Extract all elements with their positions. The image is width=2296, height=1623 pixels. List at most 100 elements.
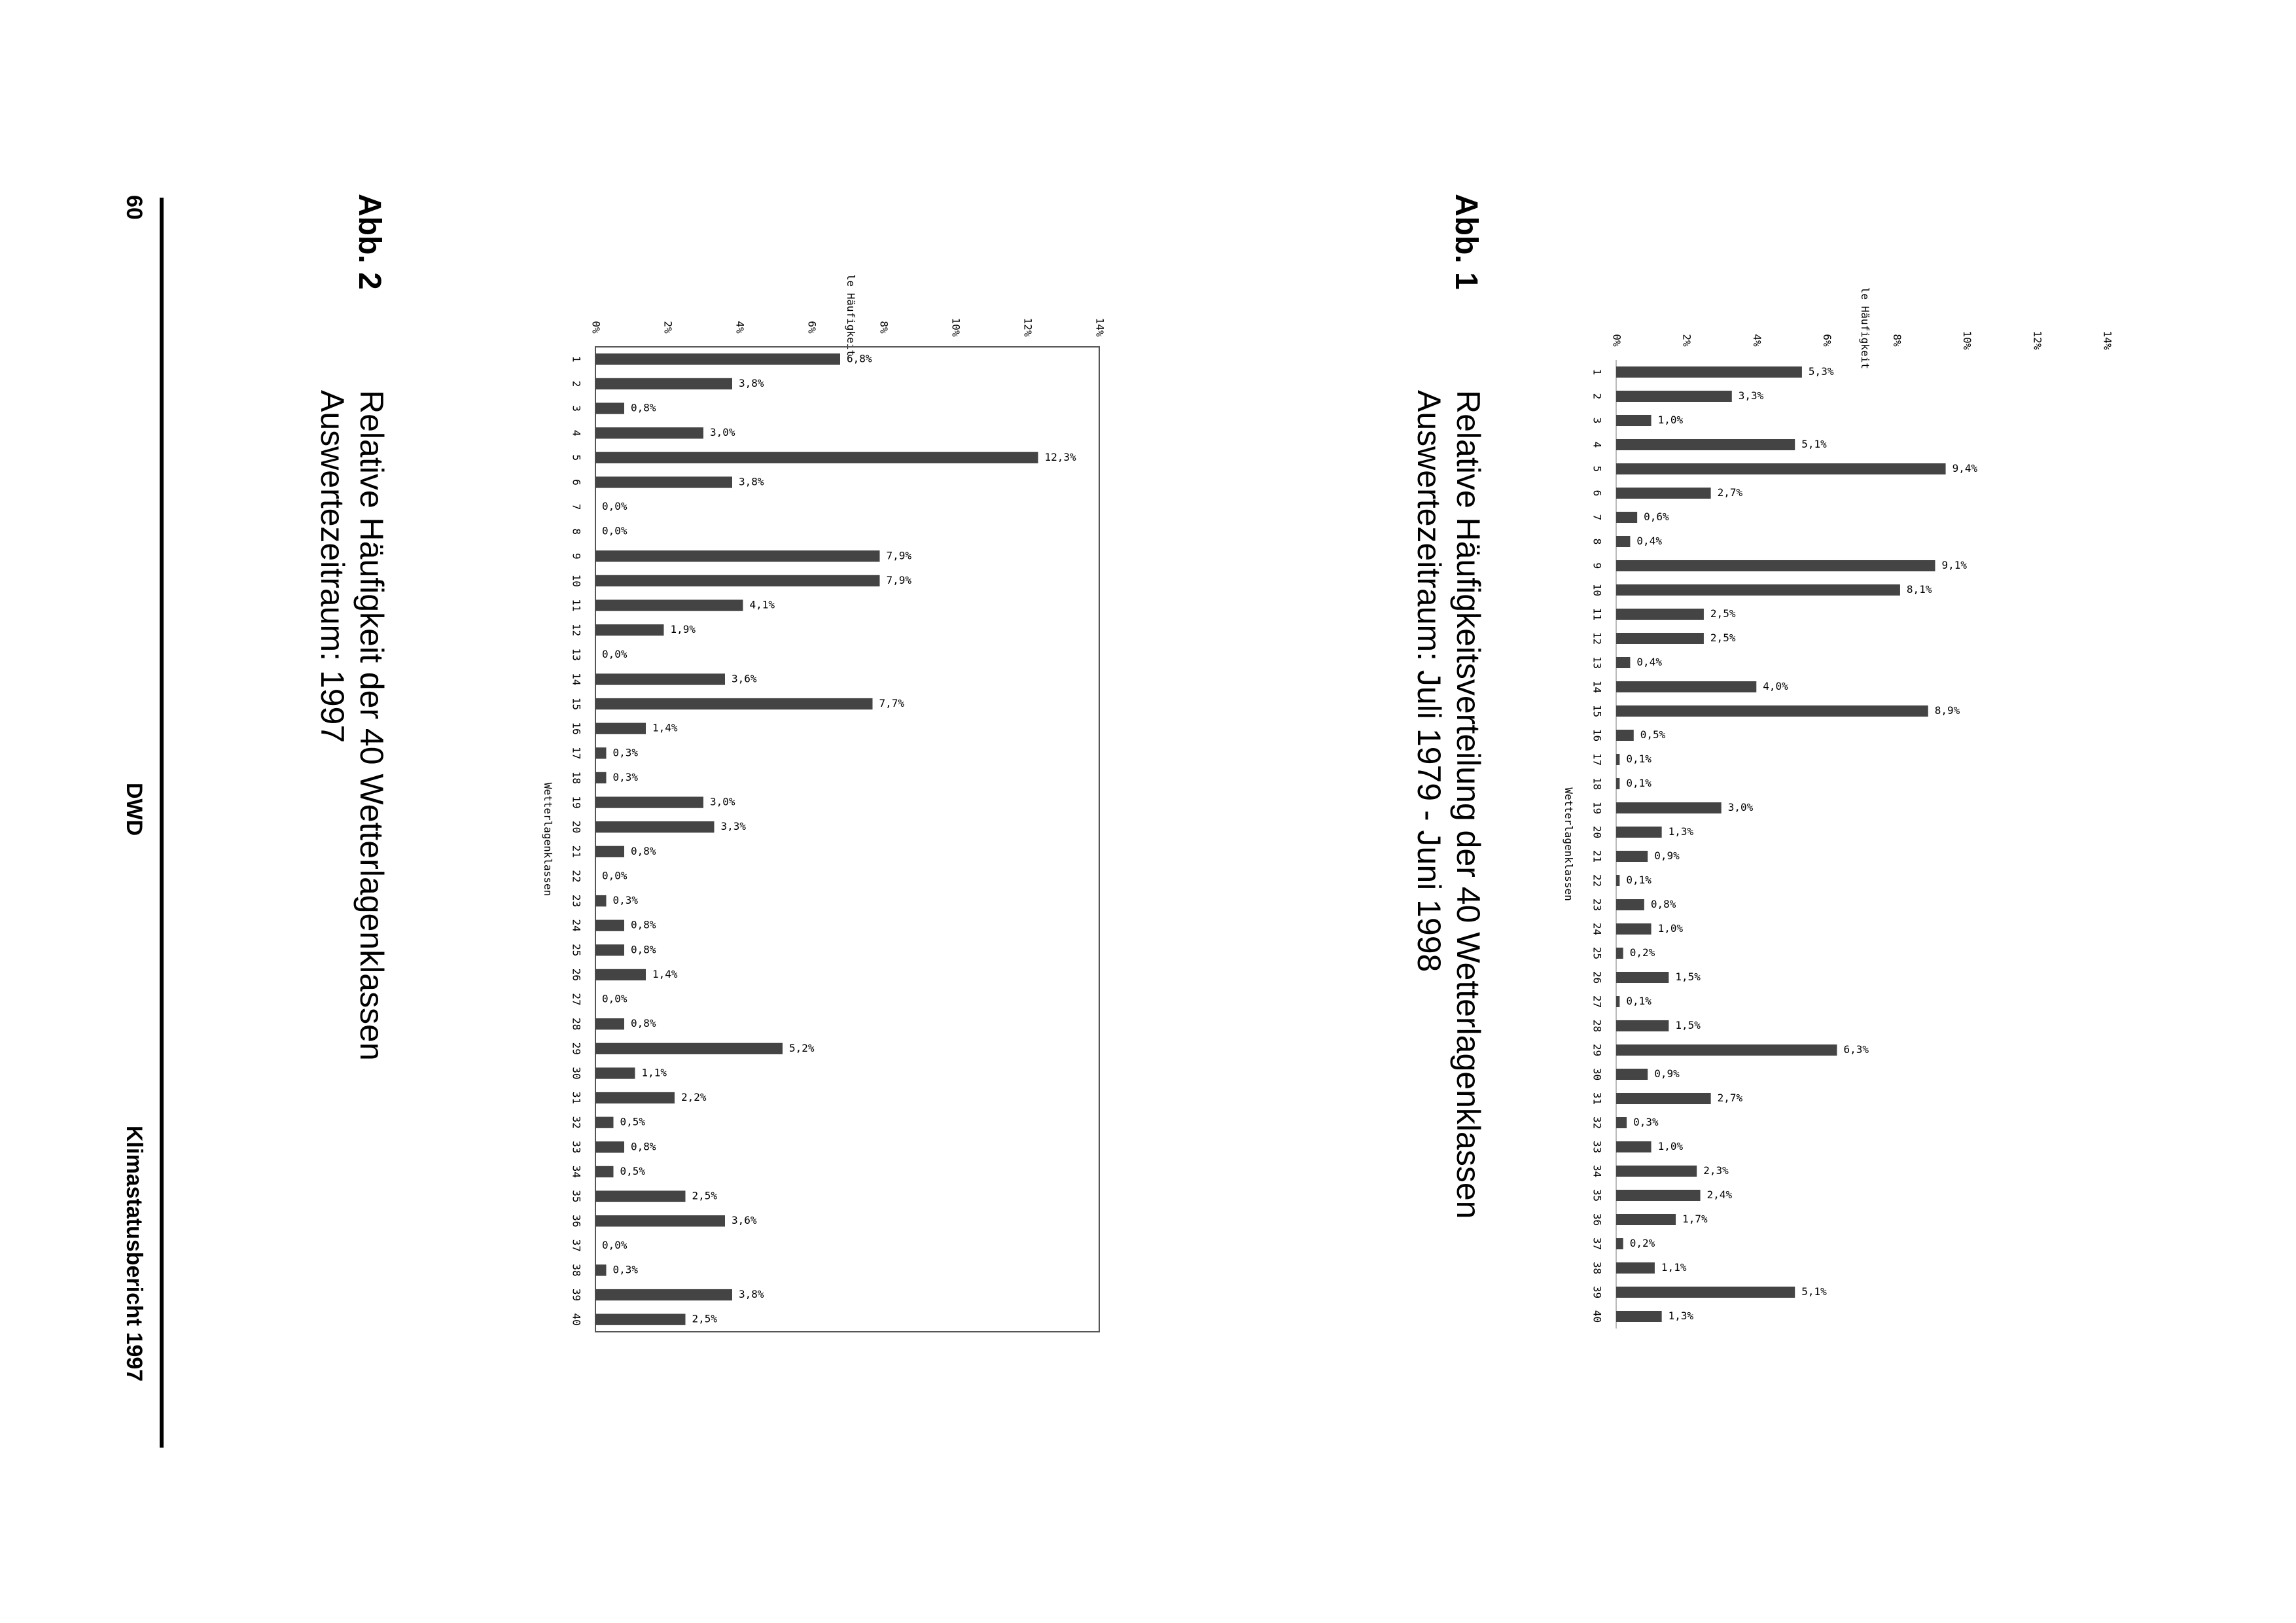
plot-frame — [595, 346, 1100, 1332]
data-label: 1,7% — [1682, 1213, 1708, 1225]
category-tick-label: 22 — [571, 870, 583, 882]
data-label: 0,0% — [602, 1239, 627, 1251]
bar — [1616, 1262, 1655, 1274]
value-tick-label: 10% — [1961, 331, 1973, 350]
category-tick-label: 18 — [1591, 777, 1604, 790]
category-tick-label: 34 — [571, 1166, 583, 1178]
data-label: 4,0% — [1763, 680, 1788, 692]
category-tick-label: 20 — [1591, 826, 1604, 838]
category-tick-label: 37 — [571, 1240, 583, 1252]
data-label: 0,1% — [1626, 753, 1651, 765]
bar — [595, 796, 703, 808]
bar — [1616, 366, 1802, 378]
data-label: 0,2% — [1630, 946, 1655, 959]
data-label: 8,9% — [1935, 704, 1960, 717]
bar — [1616, 777, 1620, 790]
data-label: 0,9% — [1654, 1067, 1680, 1080]
category-tick-label: 21 — [1591, 850, 1604, 863]
bar — [1616, 511, 1638, 524]
data-label: 0,1% — [1626, 995, 1651, 1007]
category-tick-label: 4 — [571, 430, 583, 437]
data-label: 0,8% — [631, 402, 656, 414]
category-tick-label: 13 — [1591, 656, 1604, 669]
bar — [1616, 1310, 1662, 1323]
bar — [595, 1289, 732, 1301]
bar — [595, 969, 646, 981]
bar — [1616, 899, 1644, 911]
bar — [595, 1313, 686, 1325]
value-tick-label: 10% — [950, 318, 963, 337]
category-tick-label: 29 — [1591, 1044, 1604, 1056]
data-label: 0,3% — [613, 771, 639, 783]
data-label: 7,9% — [887, 574, 912, 586]
data-label: 0,5% — [620, 1165, 646, 1177]
category-tick-label: 25 — [1591, 947, 1604, 959]
bar — [595, 1141, 624, 1153]
data-label: 0,0% — [602, 993, 627, 1005]
category-tick-label: 39 — [1591, 1286, 1604, 1298]
bar — [595, 1264, 607, 1276]
bar — [595, 1190, 686, 1202]
category-tick-label: 8 — [1591, 539, 1604, 545]
bar — [595, 402, 624, 414]
category-tick-label: 22 — [1591, 874, 1604, 887]
value-tick-label: 14% — [1094, 318, 1106, 337]
data-label: 6,8% — [847, 352, 872, 365]
value-tick-label: 8% — [878, 321, 891, 334]
data-label: 0,9% — [1654, 849, 1680, 862]
bar — [1616, 584, 1900, 596]
category-tick-label: 3 — [1591, 418, 1604, 424]
value-tick-label: 8% — [1891, 334, 1903, 347]
data-label: 2,5% — [692, 1190, 718, 1202]
data-label: 1,0% — [1658, 414, 1684, 426]
bar — [1616, 753, 1620, 766]
value-tick-label: 4% — [1751, 334, 1763, 347]
value-tick-label: 4% — [734, 321, 747, 334]
category-tick-label: 31 — [1591, 1092, 1604, 1105]
bar — [1616, 729, 1634, 741]
category-tick-label: 21 — [571, 846, 583, 858]
bar — [595, 821, 715, 833]
bar — [1616, 560, 1935, 572]
bar — [1616, 705, 1928, 717]
bar — [1616, 681, 1757, 693]
category-tick-label: 2 — [571, 381, 583, 387]
data-label: 12,3% — [1045, 451, 1077, 463]
category-tick-label: 19 — [571, 796, 583, 808]
category-tick-label: 38 — [571, 1264, 583, 1276]
value-tick-label: 12% — [2031, 331, 2043, 350]
bar — [1616, 802, 1722, 814]
data-label: 6,3% — [1844, 1043, 1869, 1056]
data-label: 0,1% — [1626, 874, 1651, 886]
category-tick-label: 30 — [571, 1067, 583, 1079]
data-label: 2,5% — [692, 1313, 718, 1325]
data-label: 3,0% — [710, 426, 735, 438]
chart-abb-2: Prozentuale Häufigkeit Wetterlagenklassen… — [542, 275, 1106, 1332]
category-tick-label: 31 — [571, 1092, 583, 1104]
category-tick-label: 6 — [1591, 490, 1604, 497]
category-tick-label: 9 — [1591, 563, 1604, 569]
data-label: 3,3% — [1739, 389, 1764, 402]
bar — [595, 1043, 783, 1054]
data-label: 1,1% — [642, 1066, 667, 1079]
data-label: 0,0% — [602, 869, 627, 882]
category-tick-label: 7 — [1591, 514, 1604, 521]
value-tick-label: 12% — [1022, 318, 1034, 337]
bar — [595, 722, 646, 734]
category-tick-label: 16 — [571, 722, 583, 735]
data-label: 1,5% — [1675, 971, 1701, 983]
category-tick-label: 25 — [571, 944, 583, 956]
category-tick-label: 17 — [1591, 753, 1604, 766]
category-tick-label: 18 — [571, 772, 583, 784]
figure-2-caption-line1: Relative Häufigkeit der 40 Wetterlagenkl… — [353, 390, 390, 1061]
bar — [1616, 1286, 1795, 1298]
bar — [1616, 656, 1631, 669]
bar — [1616, 632, 1704, 645]
category-tick-label: 30 — [1591, 1068, 1604, 1080]
bar — [595, 378, 732, 390]
data-label: 0,3% — [613, 894, 639, 906]
data-label: 0,3% — [1633, 1116, 1659, 1128]
bar — [595, 599, 743, 611]
category-tick-label: 15 — [1591, 705, 1604, 717]
data-label: 2,4% — [1707, 1188, 1733, 1201]
